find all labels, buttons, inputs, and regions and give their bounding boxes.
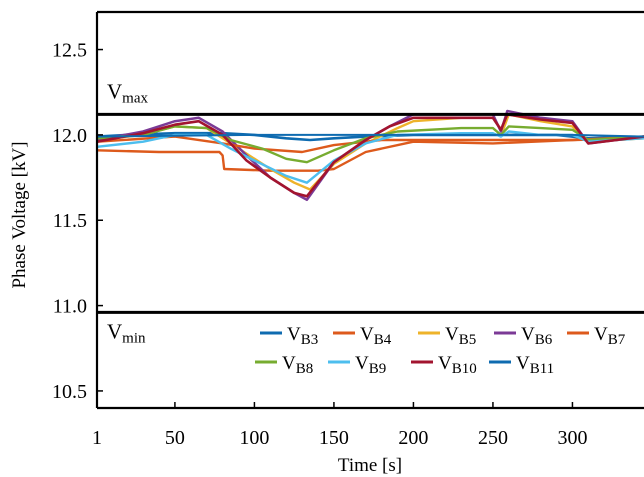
y-tick-label: 11.0 <box>53 296 87 318</box>
x-tick-label: 300 <box>557 427 587 449</box>
legend-label-b11: VB11 <box>516 353 554 377</box>
series-line-b10 <box>96 113 644 198</box>
reference-lines: Vmax Vmin <box>97 79 644 346</box>
series-layer <box>96 109 644 202</box>
legend: VB3 VB4 VB5 VB6 VB7 VB8 VB9 VB10 VB11 <box>255 324 626 377</box>
axes <box>95 10 644 410</box>
series-line-b4 <box>96 137 644 172</box>
x-tick-label: 1 <box>92 427 102 449</box>
legend-label-b3: VB3 <box>287 324 318 348</box>
series-line-b7 <box>96 135 644 154</box>
series-line-b11 <box>96 133 644 138</box>
y-tick-label: 11.5 <box>53 210 87 232</box>
x-tick-label: 250 <box>478 427 508 449</box>
y-tick-label: 12.0 <box>52 125 87 147</box>
legend-label-b7: VB7 <box>594 324 626 348</box>
y-tick-label: 10.5 <box>52 381 87 403</box>
x-tick-label: 100 <box>239 427 269 449</box>
legend-label-b10: VB10 <box>438 353 477 377</box>
y-axis-title: Phase Voltage [kV] <box>9 141 30 288</box>
x-tick-label: 50 <box>165 427 185 449</box>
x-axis-title: Time [s] <box>338 455 402 476</box>
legend-label-b5: VB5 <box>445 324 476 348</box>
legend-label-b4: VB4 <box>360 324 392 348</box>
legend-label-b9: VB9 <box>355 353 386 377</box>
y-tick-label: 12.5 <box>52 40 87 62</box>
vmin-label: Vmin <box>107 319 146 346</box>
x-tick-label: 150 <box>319 427 349 449</box>
x-tick-label: 200 <box>398 427 428 449</box>
legend-label-b6: VB6 <box>521 324 553 348</box>
legend-label-b8: VB8 <box>282 353 313 377</box>
series-line-b8 <box>96 125 644 164</box>
vmax-label: Vmax <box>107 79 148 106</box>
